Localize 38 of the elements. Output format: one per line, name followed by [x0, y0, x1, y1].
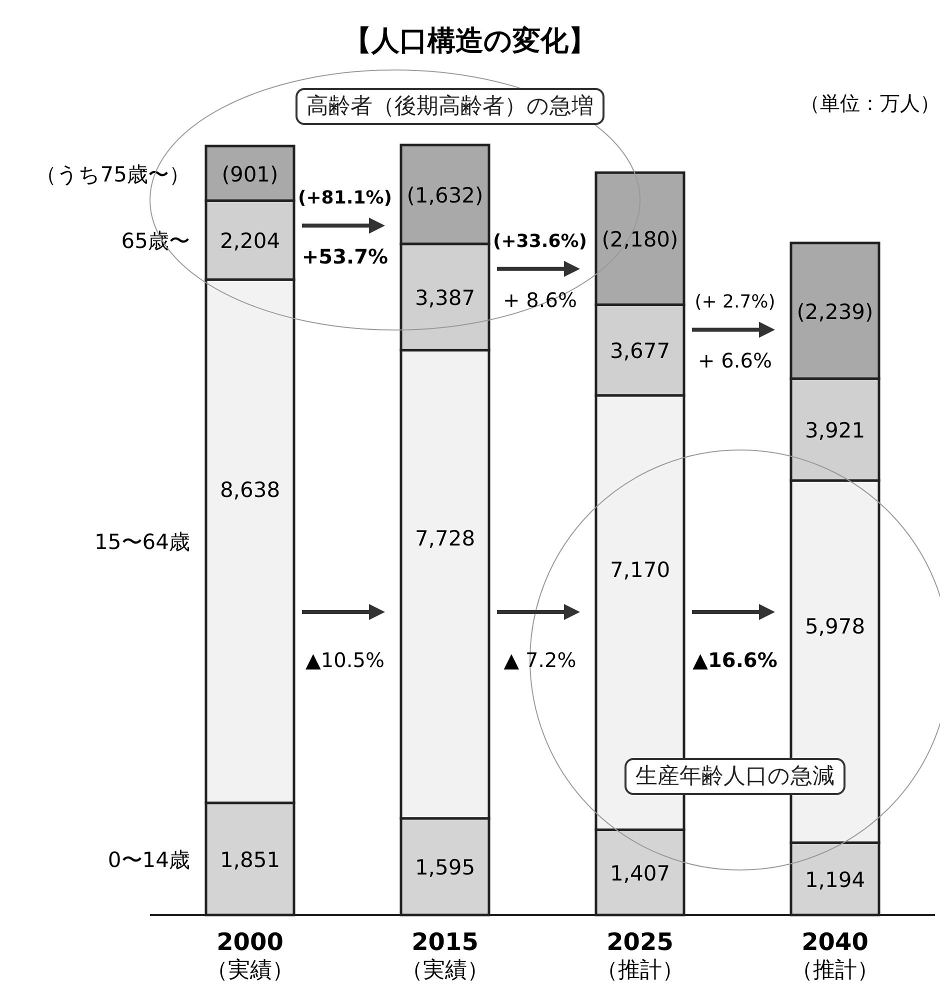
- data-label: (2,180): [602, 228, 678, 252]
- annotation: 高齢者（後期高齢者）の急増: [296, 88, 604, 125]
- annotation: + 8.6%: [503, 288, 577, 312]
- annotation: 生産年齢人口の急減: [624, 758, 846, 795]
- data-label: 1,851: [220, 848, 280, 872]
- x-tick-label: 2000（実績）: [206, 928, 294, 983]
- data-label: (2,239): [796, 300, 874, 324]
- series-label: 15〜64歳: [94, 530, 190, 554]
- annotation: ▲16.6%: [692, 648, 778, 672]
- data-label: 1,194: [804, 868, 866, 892]
- data-label: 7,728: [414, 526, 476, 550]
- data-label: 1,595: [414, 856, 476, 880]
- data-label: (1,632): [406, 183, 484, 208]
- series-label: 65歳〜: [121, 229, 190, 254]
- annotation: 3,921: [804, 418, 866, 443]
- x-tick-label: 2040（推計）: [791, 928, 879, 983]
- annotation: （単位：万人）: [800, 91, 940, 115]
- series-label: （うち75歳〜）: [35, 162, 190, 186]
- chart-title: 【人口構造の変化】: [344, 24, 596, 57]
- x-tick-label: 2025（推計）: [596, 928, 684, 983]
- data-label: 8,638: [220, 478, 280, 502]
- annotation: 2,204: [220, 229, 280, 254]
- series-label: 0〜14歳: [108, 848, 190, 872]
- annotation: (+81.1%): [298, 188, 392, 209]
- annotation: ▲10.5%: [306, 648, 384, 672]
- data-label: 1,407: [610, 861, 670, 886]
- data-label: 5,978: [804, 614, 866, 638]
- x-tick-label: 2015（実績）: [401, 928, 489, 983]
- annotation: ▲ 7.2%: [504, 648, 576, 672]
- annotation: 生産年齢人口の急減: [636, 764, 834, 789]
- annotation: 3,677: [610, 339, 670, 364]
- data-label: 7,170: [610, 558, 670, 582]
- annotation: 3,387: [414, 286, 476, 310]
- annotation: (+ 2.7%): [694, 292, 776, 313]
- annotation: + 6.6%: [698, 348, 772, 373]
- annotation: +53.7%: [302, 244, 388, 269]
- data-label: (901): [222, 162, 278, 186]
- annotation: (+33.6%): [493, 230, 587, 252]
